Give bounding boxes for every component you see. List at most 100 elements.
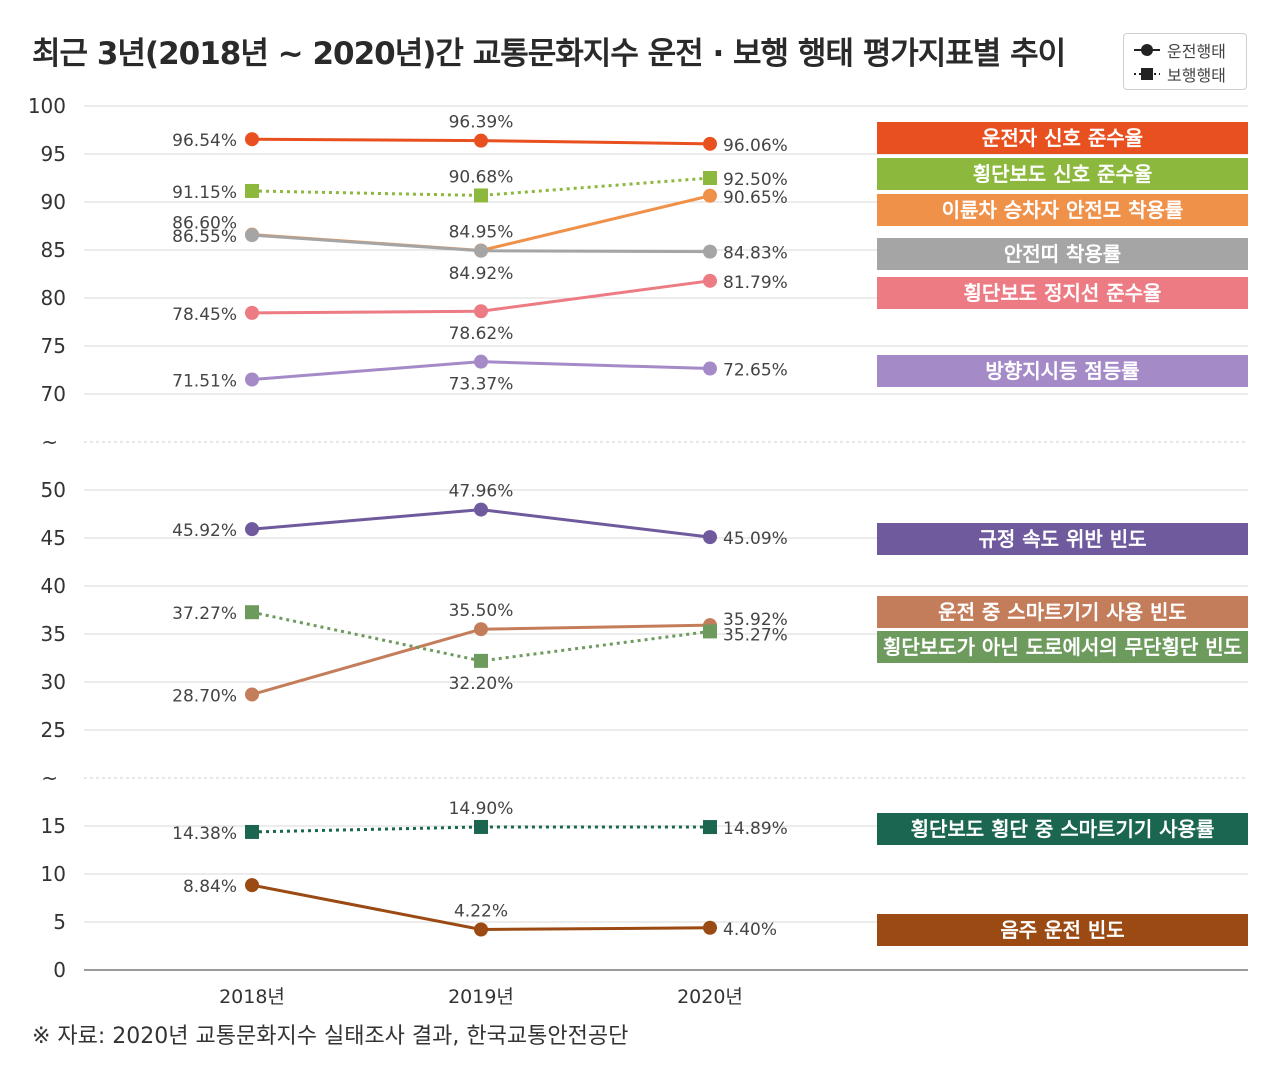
- series-tag-label: 이륜차 승차자 안전모 착용률: [942, 198, 1184, 222]
- data-point: [245, 372, 259, 387]
- data-point: [703, 136, 717, 151]
- series-tag-box: [877, 122, 1248, 154]
- series-tag-box: [877, 631, 1248, 663]
- y-tick-label: 75: [41, 334, 66, 358]
- data-point: [245, 687, 259, 702]
- series-tag: 운전자 신호 준수율: [877, 122, 1248, 154]
- series-11: 8.84% 4.22% 4.40%: [183, 877, 777, 940]
- y-tick-label: 90: [41, 190, 66, 214]
- x-tick-label: 2020년: [677, 986, 743, 1008]
- series-tag-box: [877, 277, 1248, 309]
- data-point: [474, 922, 488, 937]
- data-point: [245, 605, 259, 620]
- series-tag-label: 횡단보도 횡단 중 스마트기기 사용률: [911, 817, 1215, 841]
- axis-break-mark: ~: [41, 766, 58, 790]
- data-point: [474, 243, 488, 258]
- data-label: 35.50%: [449, 601, 514, 621]
- data-point: [703, 273, 717, 288]
- x-tick-label: 2018년: [219, 986, 285, 1008]
- y-tick-label: 80: [41, 286, 66, 310]
- legend-item-driving: 운전행태: [1132, 39, 1226, 61]
- data-label: 14.90%: [449, 799, 514, 819]
- series-tag-box: [877, 238, 1248, 270]
- y-tick-label: 0: [53, 958, 66, 982]
- data-label: 78.45%: [172, 305, 237, 325]
- data-point: [703, 530, 717, 545]
- data-label: 84.95%: [449, 222, 514, 242]
- series-2: 91.15% 90.68% 92.50%: [172, 167, 788, 202]
- y-tick-label: 10: [41, 862, 66, 886]
- data-label: 4.22%: [454, 901, 508, 921]
- data-label: 32.20%: [449, 674, 514, 694]
- data-label: 8.84%: [183, 877, 237, 897]
- x-tick-label: 2019년: [448, 986, 514, 1008]
- series-tag-box: [877, 355, 1248, 387]
- data-point: [474, 502, 488, 517]
- data-point: [703, 361, 717, 376]
- data-point: [245, 132, 259, 147]
- series-tag-label: 운전자 신호 준수율: [982, 126, 1143, 150]
- series-tag-box: [877, 523, 1248, 555]
- data-label: 84.92%: [449, 264, 514, 284]
- series-tag: 방향지시등 점등률: [877, 355, 1248, 387]
- solid-circle-marker-icon: [1134, 44, 1160, 56]
- y-tick-label: 85: [41, 238, 66, 262]
- y-tick-label: 100: [28, 94, 66, 118]
- series-tag: 횡단보도 정지선 준수율: [877, 277, 1248, 309]
- series-9: 37.27% 32.20% 35.27%: [172, 604, 788, 694]
- data-point: [703, 244, 717, 259]
- series-tag: 규정 속도 위반 빈도: [877, 523, 1248, 555]
- data-point: [474, 188, 488, 203]
- series-tag: 안전띠 착용률: [877, 238, 1248, 270]
- data-label: 45.92%: [172, 521, 237, 541]
- data-label: 96.54%: [172, 131, 237, 151]
- chart-legend: 운전행태 보행행태: [1123, 33, 1247, 90]
- data-label: 73.37%: [449, 375, 514, 395]
- series-tag-box: [877, 596, 1248, 628]
- y-tick-label: 70: [41, 382, 66, 406]
- data-point: [474, 133, 488, 148]
- data-label: 72.65%: [723, 361, 788, 381]
- series-8: 28.70% 35.50% 35.92%: [172, 601, 788, 706]
- dotted-square-marker-icon: [1134, 68, 1160, 80]
- series-tag-label: 방향지시등 점등률: [985, 359, 1139, 383]
- data-point: [245, 824, 259, 839]
- y-tick-label: 5: [53, 910, 66, 934]
- data-point: [474, 354, 488, 369]
- data-label: 96.06%: [723, 136, 788, 156]
- series-tag-label: 음주 운전 빈도: [1000, 918, 1124, 942]
- axis-break-mark: ~: [41, 430, 58, 454]
- series-tag-box: [877, 914, 1248, 946]
- data-point: [245, 228, 259, 243]
- series-tag: 횡단보도가 아닌 도로에서의 무단횡단 빈도: [877, 631, 1248, 663]
- series-tag-label: 횡단보도 정지선 준수율: [964, 281, 1162, 305]
- data-point: [474, 819, 488, 834]
- data-label: 78.62%: [449, 324, 514, 344]
- data-point: [245, 522, 259, 537]
- y-tick-label: 95: [41, 142, 66, 166]
- chart-title: 최근 3년(2018년 ~ 2020년)간 교통문화지수 운전 · 보행 행태 …: [32, 36, 1066, 72]
- data-point: [474, 304, 488, 319]
- y-tick-label: 45: [41, 526, 66, 550]
- data-label: 71.51%: [172, 372, 237, 392]
- y-tick-label: 50: [41, 478, 66, 502]
- data-point: [245, 305, 259, 320]
- legend-label: 운전행태: [1167, 42, 1226, 61]
- series-tag-box: [877, 158, 1248, 190]
- series-5: 78.45% 78.62% 81.79%: [172, 273, 788, 344]
- data-label: 86.60%: [172, 214, 237, 234]
- series-7: 45.92% 47.96% 45.09%: [172, 482, 788, 550]
- series-6: 71.51% 73.37% 72.65%: [172, 354, 788, 395]
- data-label: 81.79%: [723, 273, 788, 293]
- data-label: 91.15%: [172, 183, 237, 203]
- data-point: [245, 878, 259, 893]
- data-label: 4.40%: [723, 920, 777, 940]
- series-tag-label: 횡단보도 신호 준수율: [973, 162, 1153, 186]
- data-label: 35.27%: [723, 625, 788, 645]
- data-label: 84.83%: [723, 244, 788, 264]
- series-tag-label: 횡단보도가 아닌 도로에서의 무단횡단 빈도: [883, 635, 1242, 659]
- y-tick-label: 15: [41, 814, 66, 838]
- series-tag-box: [877, 813, 1248, 845]
- y-tick-label: 35: [41, 622, 66, 646]
